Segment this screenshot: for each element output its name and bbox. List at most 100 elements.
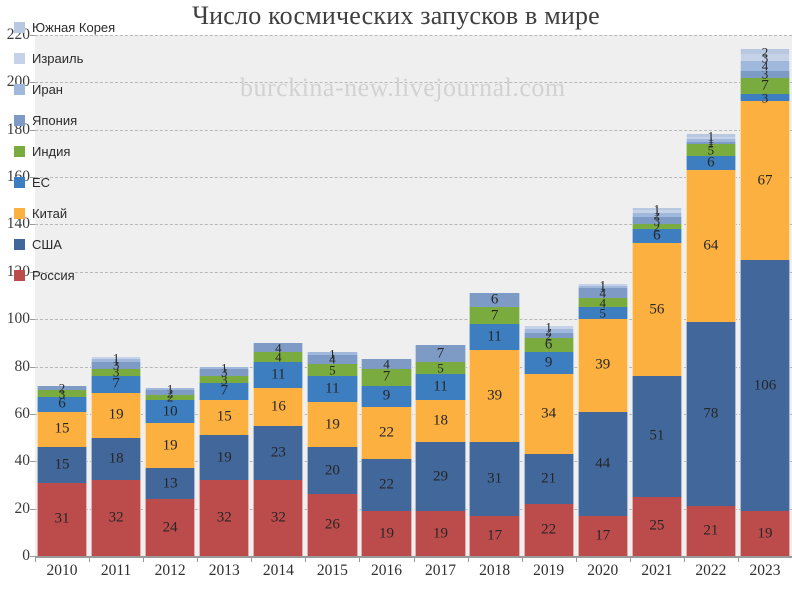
bar-column[interactable]: 21 78 64 6 5 1 1 1 1: [685, 129, 737, 556]
bar-segment[interactable]: [145, 390, 196, 395]
legend-item[interactable]: Индия: [14, 136, 174, 167]
bar-segment[interactable]: [685, 141, 737, 144]
bar-segment[interactable]: [739, 94, 791, 102]
bar-segment[interactable]: [685, 143, 737, 156]
bar-segment[interactable]: [361, 511, 412, 556]
bar-column[interactable]: 17 44 39 5 4 4 1 1: [577, 278, 628, 556]
bar-segment[interactable]: [739, 61, 791, 71]
bar-segment[interactable]: [523, 503, 574, 556]
bar-segment[interactable]: [739, 101, 791, 260]
bar-segment[interactable]: [523, 454, 574, 504]
bar-segment[interactable]: [90, 376, 142, 393]
bar-segment[interactable]: [523, 333, 574, 339]
bar-segment[interactable]: [307, 352, 358, 355]
bar-segment[interactable]: [90, 480, 142, 556]
bar-segment[interactable]: [469, 515, 520, 556]
bar-segment[interactable]: [631, 243, 682, 377]
bar-column[interactable]: 17 31 39 11 7 6: [469, 292, 520, 556]
bar-column[interactable]: 19 22 22 9 7 4: [361, 358, 412, 556]
bar-segment[interactable]: [577, 307, 628, 320]
bar-segment[interactable]: [90, 357, 142, 360]
bar-segment[interactable]: [415, 399, 466, 443]
legend-item[interactable]: Китай: [14, 198, 174, 229]
bar-segment[interactable]: [199, 368, 250, 377]
bar-segment[interactable]: [631, 229, 682, 244]
bar-segment[interactable]: [199, 376, 250, 384]
legend-item[interactable]: Израиль: [14, 43, 174, 74]
bar-segment[interactable]: [631, 496, 682, 556]
bar-segment[interactable]: [307, 402, 358, 448]
bar-segment[interactable]: [685, 134, 737, 137]
bar-segment[interactable]: [469, 442, 520, 516]
bar-segment[interactable]: [145, 468, 196, 500]
bar-segment[interactable]: [685, 136, 737, 140]
bar-segment[interactable]: [361, 406, 412, 459]
bar-segment[interactable]: [415, 511, 466, 556]
bar-segment[interactable]: [685, 139, 737, 142]
bar-segment[interactable]: [577, 288, 628, 298]
bar-segment[interactable]: [685, 321, 737, 507]
bar-segment[interactable]: [90, 368, 142, 377]
bar-segment[interactable]: [307, 376, 358, 403]
bar-segment[interactable]: [469, 293, 520, 308]
legend-item[interactable]: Иран: [14, 74, 174, 105]
legend-item[interactable]: Южная Корея: [14, 12, 174, 43]
bar-segment[interactable]: [307, 494, 358, 556]
bar-segment[interactable]: [145, 387, 196, 391]
bar-segment[interactable]: [36, 397, 88, 412]
bar-segment[interactable]: [199, 480, 250, 556]
bar-segment[interactable]: [415, 361, 466, 374]
legend-item[interactable]: США: [14, 229, 174, 260]
bar-segment[interactable]: [631, 217, 682, 225]
bar-segment[interactable]: [199, 435, 250, 481]
bar-segment[interactable]: [523, 373, 574, 455]
bar-segment[interactable]: [253, 342, 304, 353]
bar-segment[interactable]: [631, 376, 682, 497]
bar-segment[interactable]: [361, 359, 412, 369]
bar-column[interactable]: 24 13 19 10 2 2 1: [145, 383, 196, 556]
legend-item[interactable]: Япония: [14, 105, 174, 136]
bar-segment[interactable]: [415, 442, 466, 512]
bar-segment[interactable]: [36, 482, 88, 556]
bar-segment[interactable]: [90, 437, 142, 481]
bar-segment[interactable]: [739, 53, 791, 62]
bar-segment[interactable]: [631, 207, 682, 211]
bar-segment[interactable]: [199, 383, 250, 400]
bar-segment[interactable]: [361, 458, 412, 512]
bar-segment[interactable]: [577, 297, 628, 308]
bar-segment[interactable]: [631, 224, 682, 230]
bar-segment[interactable]: [577, 319, 628, 412]
bar-segment[interactable]: [523, 326, 574, 329]
bar-segment[interactable]: [253, 425, 304, 481]
bar-segment[interactable]: [685, 170, 737, 322]
bar-segment[interactable]: [145, 399, 196, 424]
bar-segment[interactable]: [307, 447, 358, 495]
bar-segment[interactable]: [523, 338, 574, 353]
bar-segment[interactable]: [523, 352, 574, 374]
bar-segment[interactable]: [739, 511, 791, 556]
bar-segment[interactable]: [469, 307, 520, 324]
bar-segment[interactable]: [90, 392, 142, 438]
bar-segment[interactable]: [307, 364, 358, 377]
bar-segment[interactable]: [739, 77, 791, 95]
bar-segment[interactable]: [36, 447, 88, 483]
bar-segment[interactable]: [361, 368, 412, 386]
bar-segment[interactable]: [631, 210, 682, 213]
legend-item[interactable]: Россия: [14, 260, 174, 291]
bar-segment[interactable]: [253, 387, 304, 426]
bar-segment[interactable]: [685, 155, 737, 170]
bar-segment[interactable]: [415, 345, 466, 362]
bar-segment[interactable]: [36, 385, 88, 391]
bar-segment[interactable]: [469, 323, 520, 350]
bar-segment[interactable]: [90, 359, 142, 362]
bar-segment[interactable]: [307, 354, 358, 365]
bar-segment[interactable]: [523, 328, 574, 334]
bar-segment[interactable]: [253, 352, 304, 362]
bar-segment[interactable]: [631, 212, 682, 218]
bar-segment[interactable]: [36, 411, 88, 448]
bar-segment[interactable]: [469, 349, 520, 443]
bar-segment[interactable]: [145, 394, 196, 400]
bar-segment[interactable]: [685, 506, 737, 556]
bar-segment[interactable]: [739, 49, 791, 54]
bar-segment[interactable]: [739, 70, 791, 78]
